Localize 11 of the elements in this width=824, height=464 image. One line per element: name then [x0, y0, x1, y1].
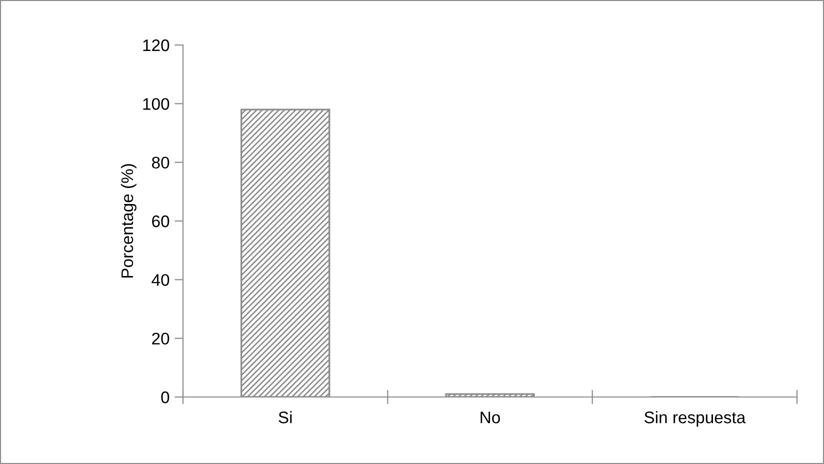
y-tick-label: 100 [143, 98, 170, 110]
y-tick-label: 20 [152, 332, 170, 345]
y-tick-label: 0 [161, 391, 170, 404]
y-axis-title: Porcentage (%) [120, 164, 136, 278]
y-tick-label: 60 [152, 215, 170, 228]
x-tick-label: No [480, 412, 500, 424]
y-tick-label: 120 [143, 39, 170, 52]
y-tick-label: 80 [152, 156, 170, 169]
x-tick-label: Sin respuesta [644, 411, 746, 427]
y-tick-label: 40 [152, 274, 170, 286]
x-tick-label: Si [278, 411, 292, 424]
